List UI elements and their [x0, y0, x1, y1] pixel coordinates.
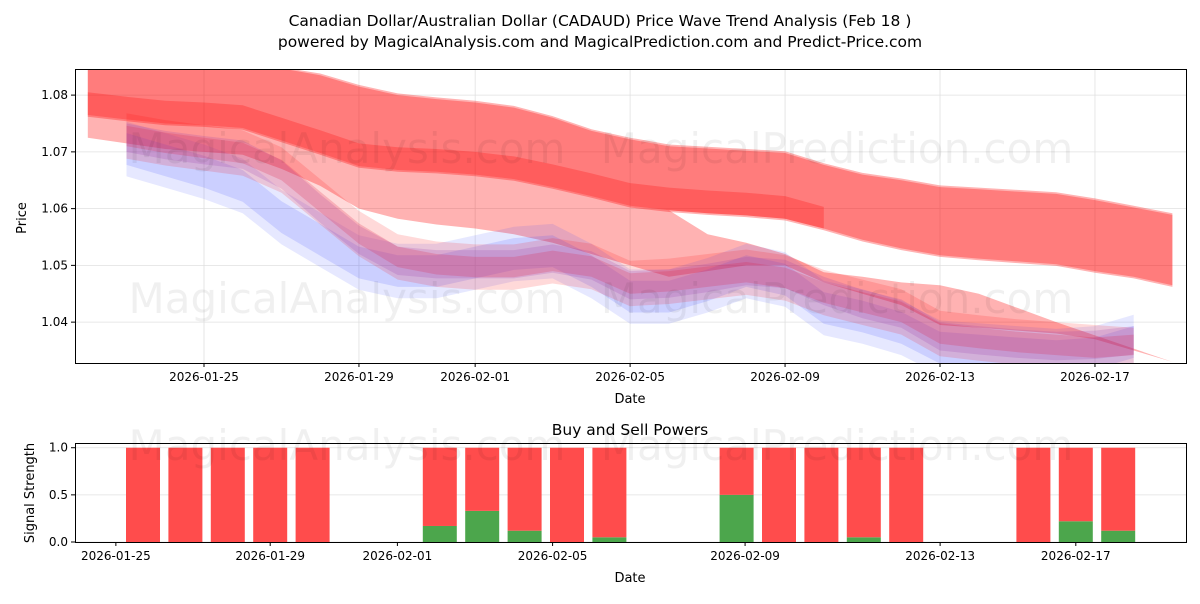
signal-bars — [126, 447, 1136, 542]
buy-bar — [1101, 530, 1136, 542]
signal-chart: Buy and Sell Powers MagicalAnalysis.com … — [23, 421, 1187, 586]
price-ticks: 2026-01-25 2026-01-29 2026-02-01 2026-02-05… — [41, 88, 1130, 384]
upper-red-band-outer — [87, 69, 1173, 287]
sell-bar — [1101, 447, 1136, 531]
buy-bar — [465, 510, 500, 542]
buy-bar — [507, 530, 542, 542]
signal-ticks: 0.0 0.5 1.0 2026-01-25 2026-01-29 2026-02-01 2… — [49, 441, 1111, 563]
price-axes-frame — [75, 69, 1187, 364]
signal-axes-frame — [75, 443, 1187, 543]
sell-bar — [295, 447, 330, 542]
x-tick-label: 2026-02-17 — [1060, 370, 1130, 384]
sell-bar — [889, 447, 924, 542]
red-wave-outer — [126, 113, 1134, 363]
x-tick-label: 2026-02-09 — [750, 370, 820, 384]
blue-outer — [126, 121, 1134, 363]
sell-bar — [465, 447, 500, 511]
y-tick-label: 0.5 — [49, 488, 68, 502]
y-tick-label: 1.05 — [41, 258, 68, 272]
x-tick-label: 2026-01-25 — [81, 549, 151, 563]
price-grid — [75, 69, 1186, 363]
sell-bar — [168, 447, 203, 542]
y-tick-label: 1.0 — [49, 441, 68, 455]
x-tick-label: 2026-02-13 — [905, 370, 975, 384]
buy-bar — [592, 537, 627, 542]
watermark-magicalanalysis: MagicalAnalysis.com — [129, 124, 566, 173]
red-core-band — [87, 92, 824, 229]
sell-bar — [422, 447, 457, 526]
buy-bar — [422, 525, 457, 542]
purple-wave — [126, 123, 1134, 361]
signal-y-label: Signal Strength — [23, 443, 38, 543]
sell-bar — [253, 447, 288, 542]
upper-red-band — [87, 69, 1173, 286]
sell-bar — [1016, 447, 1051, 542]
sell-bar — [550, 447, 584, 542]
x-tick-label: 2026-02-09 — [710, 549, 780, 563]
chart-subtitle: powered by MagicalAnalysis.com and Magic… — [278, 33, 922, 51]
sell-bar — [507, 447, 542, 531]
buy-bar — [846, 537, 881, 542]
x-tick-label: 2026-02-01 — [363, 549, 433, 563]
x-tick-label: 2026-01-25 — [169, 370, 239, 384]
price-bands — [87, 69, 1173, 363]
buy-bar — [719, 494, 754, 542]
sell-bar — [719, 447, 754, 495]
watermark-magicalanalysis: MagicalAnalysis.com — [129, 421, 566, 470]
x-tick-label: 2026-02-17 — [1041, 549, 1111, 563]
x-tick-label: 2026-01-29 — [324, 370, 394, 384]
x-tick-label: 2026-01-29 — [235, 549, 305, 563]
watermark-magicalprediction: MagicalPrediction.com — [601, 124, 1074, 173]
sell-bar — [846, 447, 881, 538]
red-wave — [126, 125, 1134, 358]
buy-bar — [1058, 521, 1093, 542]
sell-bar — [592, 447, 627, 538]
blue-inner — [126, 133, 1134, 363]
y-tick-label: 1.04 — [41, 315, 68, 329]
sell-bar — [1058, 447, 1093, 522]
chart-title: Canadian Dollar/Australian Dollar (CADAU… — [289, 12, 912, 30]
y-tick-label: 1.07 — [41, 145, 68, 159]
y-tick-label: 1.06 — [41, 202, 68, 216]
x-tick-label: 2026-02-13 — [905, 549, 975, 563]
y-tick-label: 1.08 — [41, 88, 68, 102]
signal-x-label: Date — [614, 571, 645, 586]
sell-bar — [210, 447, 245, 542]
y-tick-label: 0.0 — [49, 535, 68, 549]
watermark-magicalanalysis: MagicalAnalysis.com — [129, 274, 566, 323]
price-y-label: Price — [15, 202, 30, 234]
watermark-magicalprediction: MagicalPrediction.com — [601, 421, 1074, 470]
price-chart: MagicalAnalysis.com MagicalPrediction.co… — [15, 69, 1187, 407]
x-tick-label: 2026-02-05 — [595, 370, 665, 384]
sell-bar — [804, 447, 839, 542]
sell-bar — [762, 447, 796, 542]
wide-pink-band — [87, 115, 1173, 362]
x-tick-label: 2026-02-01 — [440, 370, 510, 384]
watermark-magicalprediction: MagicalPrediction.com — [601, 274, 1074, 323]
price-x-label: Date — [614, 392, 645, 407]
x-tick-label: 2026-02-05 — [518, 549, 588, 563]
sell-bar — [126, 447, 160, 542]
signal-chart-title: Buy and Sell Powers — [552, 421, 709, 439]
